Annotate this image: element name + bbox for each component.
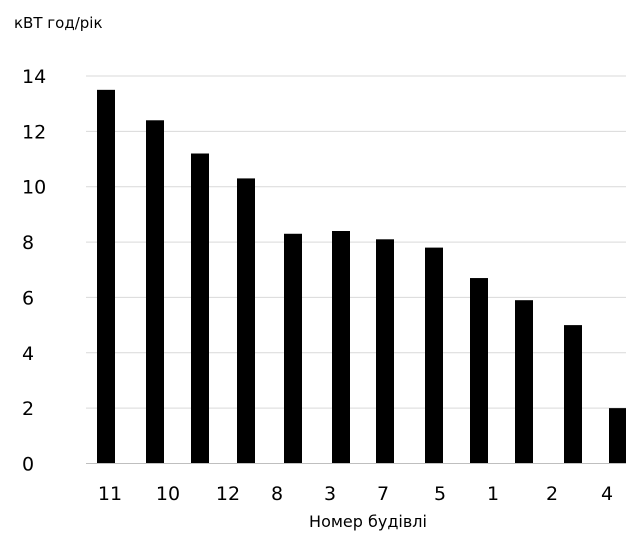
bar	[284, 233, 302, 464]
bar	[191, 153, 209, 464]
bars	[97, 89, 626, 464]
bar	[237, 178, 255, 464]
bar	[564, 325, 582, 464]
x-tick-label: 5	[434, 483, 446, 505]
x-axis-title: Номер будівлі	[309, 512, 427, 531]
y-tick-label: 4	[22, 343, 34, 365]
x-tick-label: 7	[377, 483, 389, 505]
bar	[376, 239, 394, 464]
y-tick-label: 10	[22, 177, 46, 199]
bar	[609, 408, 626, 464]
x-axis-tick-labels: 11 10 12 8 3 7 5 1 2 4	[98, 483, 613, 505]
x-tick-label: 1	[487, 483, 499, 505]
y-tick-label: 8	[22, 232, 34, 254]
x-tick-label: 4	[601, 483, 613, 505]
bar	[97, 89, 115, 464]
y-axis-unit-label: кВТ год/рік	[14, 14, 103, 32]
x-tick-label: 12	[216, 483, 240, 505]
gridlines	[86, 75, 626, 409]
y-tick-label: 2	[22, 398, 34, 420]
x-tick-label: 8	[271, 483, 283, 505]
bar	[515, 300, 533, 464]
y-tick-label: 6	[22, 287, 34, 309]
x-tick-label: 2	[546, 483, 558, 505]
y-tick-label: 0	[22, 454, 34, 476]
bar	[425, 247, 443, 464]
x-tick-label: 10	[156, 483, 180, 505]
bar	[332, 231, 350, 464]
bar	[146, 120, 164, 464]
y-tick-label: 12	[22, 121, 46, 143]
y-axis-tick-labels: 0 2 4 6 8 10 12 14	[22, 66, 46, 476]
x-tick-label: 11	[98, 483, 122, 505]
y-tick-label: 14	[22, 66, 46, 88]
bar	[470, 278, 488, 464]
x-tick-label: 3	[324, 483, 336, 505]
